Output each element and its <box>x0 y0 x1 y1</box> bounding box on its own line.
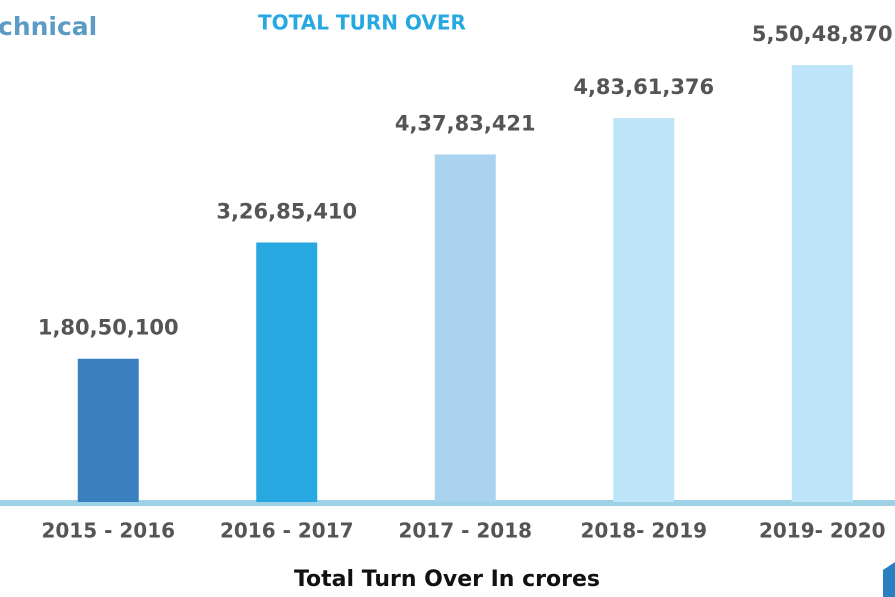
bar <box>791 65 853 502</box>
baseline <box>0 500 895 506</box>
header-text: chnical <box>0 12 97 41</box>
x-tick-label: 2016 - 2017 <box>220 519 354 543</box>
value-label: 4,83,61,376 <box>573 75 714 99</box>
x-tick-label: 2019- 2020 <box>759 519 886 543</box>
value-label: 4,37,83,421 <box>395 111 536 135</box>
bar <box>434 154 496 502</box>
x-tick-label: 2017 - 2018 <box>398 519 532 543</box>
value-label: 3,26,85,410 <box>216 200 357 224</box>
chart-title: TOTAL TURN OVER <box>258 11 466 35</box>
bar <box>77 358 139 502</box>
corner-icon <box>883 562 895 597</box>
x-axis-label: Total Turn Over In crores <box>294 567 600 592</box>
value-label: 5,50,48,870 <box>752 22 893 46</box>
bar <box>613 118 675 502</box>
x-tick-label: 2015 - 2016 <box>41 519 175 543</box>
x-tick-label: 2018- 2019 <box>580 519 707 543</box>
value-label: 1,80,50,100 <box>38 316 179 340</box>
bar <box>256 242 318 503</box>
